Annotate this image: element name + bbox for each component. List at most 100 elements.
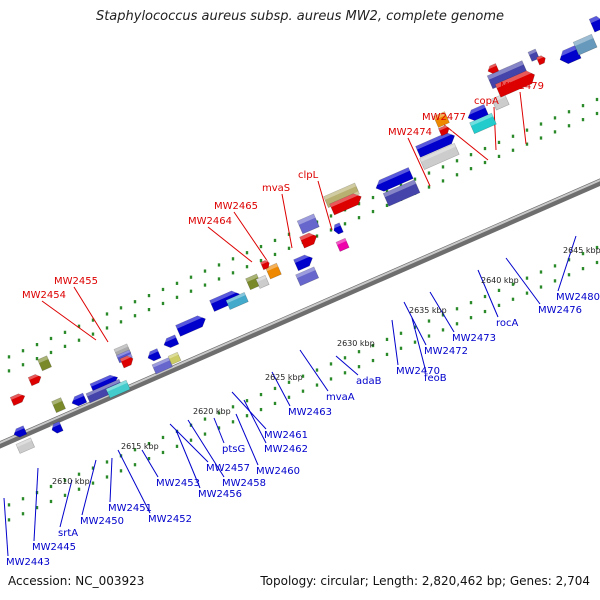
gene-feature[interactable] <box>486 63 500 75</box>
gene-feature[interactable] <box>572 33 598 56</box>
gene-label-top[interactable]: MW2477 <box>422 112 466 123</box>
gene-label-bottom[interactable]: MW2460 <box>256 466 300 477</box>
gene-label-top[interactable]: MW2454 <box>22 290 66 301</box>
gene-feature[interactable] <box>145 348 162 363</box>
gene-label-bottom[interactable]: adaB <box>356 376 382 387</box>
gene-feature[interactable] <box>557 44 582 66</box>
label-callout-line <box>109 457 113 503</box>
track-dot <box>455 159 459 163</box>
track-dot <box>189 438 193 442</box>
gene-label-bottom[interactable]: MW2452 <box>148 514 192 525</box>
gene-label-bottom[interactable]: MW2445 <box>32 542 76 553</box>
gene-feature[interactable] <box>105 379 131 399</box>
track-dot <box>35 357 39 361</box>
gene-label-bottom[interactable]: MW2456 <box>198 489 242 500</box>
track-dot <box>315 368 319 372</box>
track-dot <box>259 244 263 249</box>
gene-label-bottom[interactable]: srtA <box>58 528 78 539</box>
gene-feature[interactable] <box>331 222 344 235</box>
gene-feature[interactable] <box>69 392 88 408</box>
track-dot <box>329 377 333 381</box>
gene-feature[interactable] <box>175 313 208 337</box>
gene-feature[interactable] <box>588 14 600 33</box>
gene-label-bottom[interactable]: MW2453 <box>156 478 200 489</box>
track-dot <box>161 287 165 292</box>
track-dot <box>343 356 347 360</box>
gene-feature[interactable] <box>438 124 450 137</box>
label-callout-line <box>235 413 259 466</box>
gene-feature[interactable] <box>15 437 36 454</box>
track-dot <box>399 331 403 335</box>
gene-feature[interactable] <box>49 421 64 434</box>
gene-feature[interactable] <box>27 372 43 387</box>
gene-label-bottom[interactable]: MW2463 <box>288 407 332 418</box>
gene-label-top[interactable]: copA <box>474 96 499 107</box>
gene-feature[interactable] <box>12 425 28 439</box>
gene-label-bottom[interactable]: MW2476 <box>538 305 582 316</box>
gene-feature[interactable] <box>299 230 319 249</box>
gene-feature[interactable] <box>265 262 282 280</box>
gene-feature[interactable] <box>373 167 414 194</box>
gene-label-top[interactable]: mvaS <box>262 183 290 194</box>
gene-feature[interactable] <box>9 391 26 407</box>
gene-label-top[interactable]: MW2465 <box>214 201 258 212</box>
track-dot <box>203 417 207 421</box>
gene-feature[interactable] <box>151 357 173 375</box>
gene-feature[interactable] <box>382 179 421 207</box>
gene-feature[interactable] <box>293 252 315 272</box>
gene-label-bottom[interactable]: MW2458 <box>222 478 266 489</box>
gene-feature[interactable] <box>167 351 182 365</box>
gene-feature[interactable] <box>419 142 460 170</box>
gene-feature[interactable] <box>329 191 364 216</box>
gene-label-bottom[interactable]: MW2472 <box>424 346 468 357</box>
gene-label-top[interactable]: MW2479 <box>500 81 544 92</box>
gene-feature[interactable] <box>119 354 135 369</box>
track-dot <box>525 276 529 280</box>
gene-label-bottom[interactable]: MW2461 <box>264 430 308 441</box>
label-callout-line <box>391 319 399 366</box>
gene-feature[interactable] <box>536 54 547 66</box>
gene-label-bottom[interactable]: MW2451 <box>108 503 152 514</box>
track-dot <box>161 450 165 455</box>
gene-label-top[interactable]: MW2474 <box>388 127 432 138</box>
track-dot <box>105 460 109 464</box>
gene-feature[interactable] <box>255 274 270 289</box>
gene-label-top[interactable]: MW2464 <box>188 216 232 227</box>
track-dot <box>49 350 53 355</box>
track-dot <box>287 395 291 399</box>
gene-label-top[interactable]: MW2455 <box>54 276 98 287</box>
gene-feature[interactable] <box>296 213 320 235</box>
gene-feature[interactable] <box>323 182 360 209</box>
gene-feature[interactable] <box>225 292 249 310</box>
gene-label-bottom[interactable]: MW2443 <box>6 557 50 568</box>
gene-feature[interactable] <box>260 259 271 271</box>
label-callout-line <box>73 286 109 343</box>
gene-feature[interactable] <box>469 112 497 135</box>
track-dot <box>553 116 557 120</box>
gene-label-bottom[interactable]: MW2480 <box>556 292 600 303</box>
gene-label-top[interactable]: clpL <box>298 170 319 181</box>
track-dot <box>133 448 137 452</box>
gene-label-bottom[interactable]: MW2450 <box>80 516 124 527</box>
track-dot <box>595 260 599 265</box>
gene-feature[interactable] <box>245 273 262 291</box>
gene-feature[interactable] <box>494 68 537 98</box>
gene-label-bottom[interactable]: rocA <box>496 318 519 329</box>
gene-label-bottom[interactable]: ptsG <box>222 444 245 455</box>
gene-feature[interactable] <box>295 266 320 287</box>
label-callout-line <box>493 106 497 151</box>
gene-label-bottom[interactable]: MW2462 <box>264 444 308 455</box>
track-dot <box>217 263 221 267</box>
gene-label-bottom[interactable]: mvaA <box>326 392 355 403</box>
gene-label-bottom[interactable]: MW2470 <box>396 366 440 377</box>
gene-label-bottom[interactable]: MW2473 <box>452 333 496 344</box>
gene-label-bottom[interactable]: feoB <box>424 373 447 384</box>
gene-feature[interactable] <box>335 237 350 252</box>
gene-label-bottom[interactable]: MW2457 <box>206 463 250 474</box>
gene-feature[interactable] <box>433 111 450 128</box>
track-dot <box>511 148 515 152</box>
gene-feature[interactable] <box>51 397 66 414</box>
gene-feature[interactable] <box>37 355 52 372</box>
gene-feature[interactable] <box>161 334 180 350</box>
